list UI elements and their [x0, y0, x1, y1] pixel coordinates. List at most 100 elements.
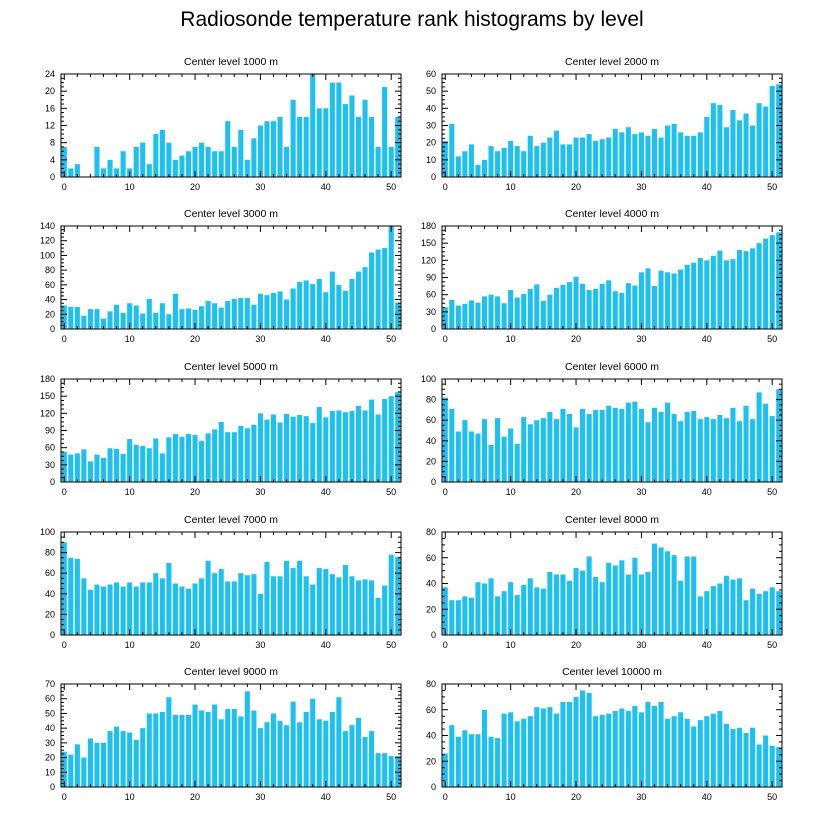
x-tick-label: 0 [62, 640, 67, 650]
y-tick-label: 40 [426, 436, 436, 446]
y-tick-label: 80 [45, 265, 55, 275]
bar [329, 411, 335, 482]
bar [488, 736, 494, 787]
bar [238, 129, 244, 177]
bar [68, 754, 74, 787]
bar [743, 600, 749, 635]
bar [475, 433, 481, 482]
panel-10: Center level 10000 m 0 10 20 30 40 50 0 20 40 60 80 [426, 666, 783, 802]
bar [455, 600, 461, 635]
bar [769, 745, 775, 787]
bar [218, 151, 224, 177]
bar [172, 583, 178, 635]
bar [527, 288, 533, 329]
bar [375, 753, 381, 787]
main-title: Radiosonde temperature rank histograms b… [180, 8, 644, 31]
bar [395, 392, 401, 482]
bar [329, 574, 335, 635]
bar [61, 305, 67, 329]
bar [488, 444, 494, 482]
bar [349, 278, 355, 329]
bar [166, 697, 172, 787]
bar [763, 238, 769, 329]
bar [218, 719, 224, 787]
bar [638, 272, 644, 329]
bar [107, 731, 113, 787]
x-tick-label: 30 [636, 487, 646, 497]
bar [120, 731, 126, 787]
x-tick-label: 10 [125, 640, 135, 650]
bar [540, 300, 546, 329]
x-tick-label: 40 [321, 487, 331, 497]
x-tick-label: 50 [386, 182, 396, 192]
bar [284, 413, 290, 482]
bar [264, 722, 270, 787]
bar [244, 298, 250, 329]
bar [349, 576, 355, 635]
bar [316, 568, 322, 635]
bar [61, 542, 67, 635]
bar [179, 155, 185, 177]
bar [61, 451, 67, 482]
bar [336, 82, 342, 177]
bar [185, 714, 192, 787]
bar [395, 756, 401, 787]
panel-title: Center level 4000 m [565, 208, 659, 220]
bar [475, 582, 481, 635]
bar [697, 258, 703, 329]
bar [68, 168, 74, 177]
bar [704, 260, 710, 329]
bar [514, 297, 520, 329]
bar [468, 300, 474, 329]
bar [495, 596, 501, 636]
bar [475, 734, 481, 787]
bar [369, 731, 375, 787]
bar [140, 728, 146, 787]
bar [540, 142, 546, 177]
bar [94, 309, 100, 329]
bar [270, 576, 277, 635]
x-tick-label: 10 [506, 640, 516, 650]
bar [612, 291, 618, 329]
bar [481, 159, 488, 177]
bar [153, 713, 159, 787]
bar [488, 578, 494, 635]
bar [625, 574, 631, 635]
bar [68, 557, 74, 635]
x-tick-label: 20 [190, 487, 200, 497]
bar [369, 580, 375, 635]
bar [362, 99, 368, 177]
bar [159, 711, 165, 787]
bar [342, 104, 348, 177]
bar [231, 146, 237, 177]
bar [534, 284, 540, 329]
bar [290, 416, 296, 482]
x-tick-label: 0 [443, 640, 448, 650]
bar [756, 593, 762, 635]
bar [684, 556, 690, 635]
y-tick-label: 80 [426, 679, 436, 689]
bar [310, 698, 316, 787]
bar [593, 716, 599, 787]
bar [638, 132, 644, 177]
y-tick-label: 120 [40, 408, 55, 418]
bar [251, 710, 257, 787]
bar [750, 588, 756, 635]
bar [625, 402, 631, 482]
bar [140, 142, 146, 177]
bar [573, 696, 579, 788]
bar [508, 582, 514, 635]
y-tick-label: 0 [50, 172, 55, 182]
bar [199, 710, 205, 787]
bar [488, 146, 494, 177]
bar [199, 306, 205, 329]
panel-2: Center level 2000 m 0 10 20 30 40 50 0 10 20 30 40 5… [426, 56, 783, 192]
bar [769, 235, 775, 329]
bar [566, 282, 573, 329]
bar [455, 431, 461, 482]
bar [710, 255, 716, 329]
bar [684, 718, 690, 787]
bar [87, 309, 93, 329]
bar [495, 418, 501, 482]
bar [769, 86, 775, 177]
